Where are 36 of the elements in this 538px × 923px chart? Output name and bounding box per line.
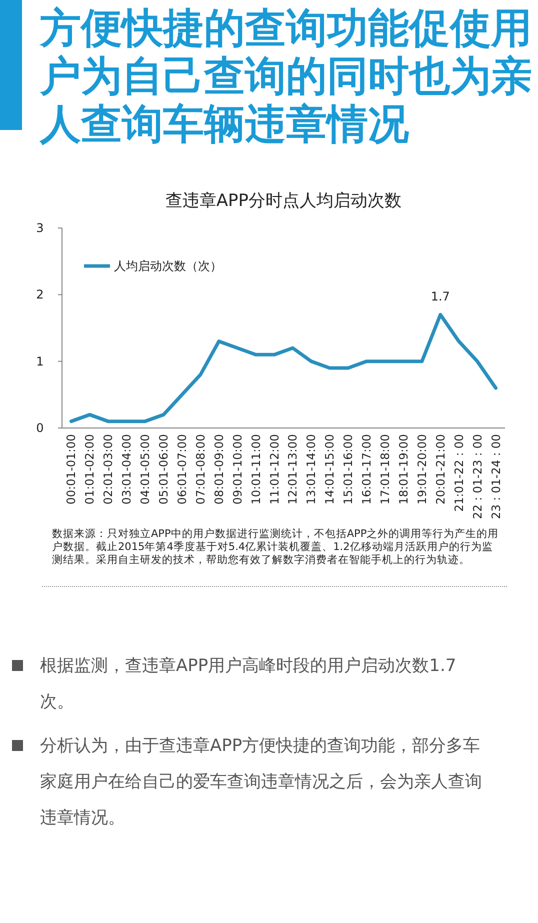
x-tick-label: 04:01-05:00 [138,434,152,504]
x-tick-label: 00:01-01:00 [64,434,78,504]
x-tick-label: 13:01-14:00 [304,434,318,504]
legend-label: 人均启动次数（次） [114,259,222,273]
x-tick-label: 16:01-17:00 [360,434,374,504]
y-tick-label: 2 [36,288,44,302]
x-tick-label: 10:01-11:00 [248,434,263,504]
x-tick-label: 07:01-08:00 [193,434,208,504]
x-tick-label: 14:01-15:00 [322,434,337,504]
x-tick-label: 15:01-16:00 [341,434,356,504]
x-tick-label: 08:01-09:00 [212,434,226,504]
x-tick-label: 01:01-02:00 [82,434,97,504]
x-tick-label: 05:01-06:00 [156,434,171,504]
data-label: 1.7 [430,290,450,304]
x-tick-label: 11:01-12:00 [267,434,282,504]
chart-subtitle: 查违章APP分时点人均启动次数 [165,191,402,211]
x-tick-label: 06:01-07:00 [174,434,189,504]
y-tick-label: 0 [36,421,44,435]
y-tick-label: 1 [36,354,44,368]
x-tick-label: 17:01-18:00 [378,434,392,504]
y-tick-label: 3 [36,221,44,235]
x-tick-label: 18:01-19:00 [396,434,410,504]
x-tick-label: 21:01-22 : 00 [452,434,466,512]
x-tick-label: 12:01-13:00 [286,434,300,504]
x-tick-label: 20:01-21:00 [433,434,448,504]
source-note: 数据来源：只对独立APP中的用户数据进行监测统计，不包括APP之外的调用等行为产生的用户数据。截止2015年第4季度基于对5.4亿累计装机覆盖、1.2亿移动端月活跃用户的行为监测结果。采用自主研发的技术，帮助您有效了解数字消费者在智能手机上的行为轨迹。 [52,528,500,567]
text: 分析认为，由于查违章APP方便快捷的查询功能，部分多车家庭用户在给自己的爱车查询违章情况之后，会为亲人查询违章情况。 [39,735,483,830]
x-tick-label: 02:01-03:00 [101,434,116,504]
x-tick-label: 09:01-10:00 [230,434,244,504]
x-tick-label: 19:01-20:00 [414,434,429,504]
x-tick-label: 03:01-04:00 [120,434,134,504]
chart-title: 方便快捷的查询功能促使用户为自己查询的同时也为亲人查询车辆违章情况 [40,4,533,148]
x-tick-label: 22 : 01-23 : 00 [470,434,484,520]
line-series [69,312,498,424]
text: 根据监测，查违章APP用户高峰时段的用户启动次数1.7次。 [39,655,458,714]
x-tick-label: 23 : 01-24 : 00 [488,434,503,520]
